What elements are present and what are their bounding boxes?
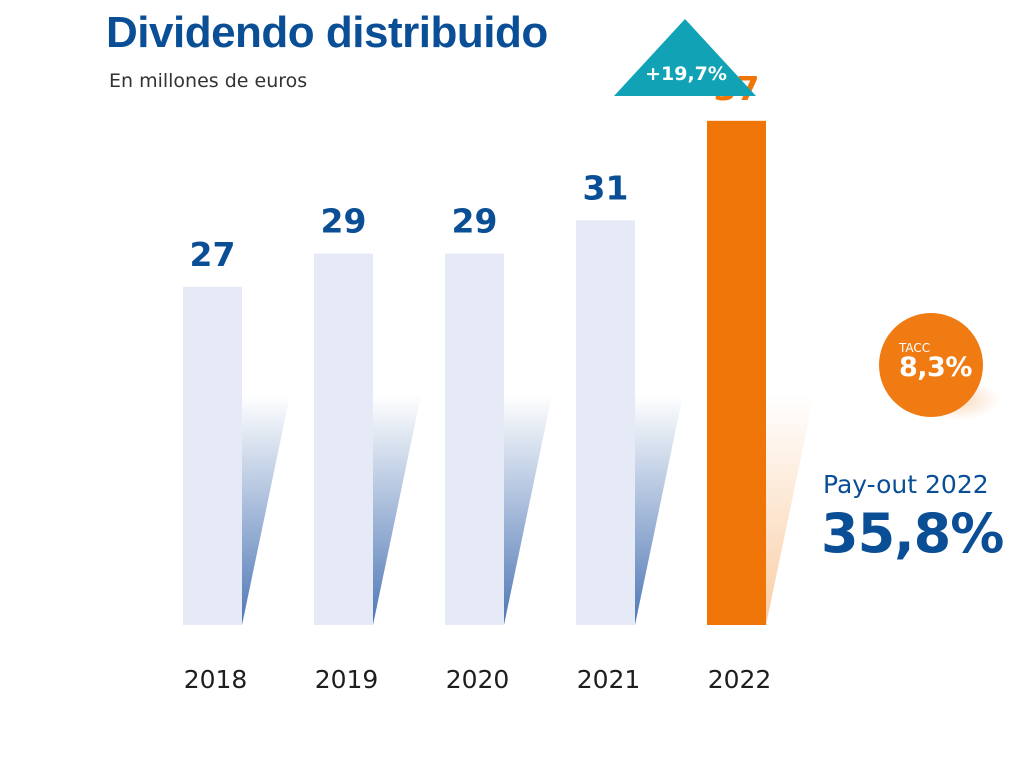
tacc-circle — [879, 313, 983, 417]
bar-2022 — [707, 120, 766, 626]
bar-2020 — [445, 253, 504, 625]
value-label-2021: 31 — [583, 168, 629, 207]
chart-title: Dividendo distribuido — [106, 8, 548, 57]
value-labels: 2729293137 — [190, 69, 760, 274]
value-label-2020: 29 — [452, 202, 498, 241]
bar-shadow-2022 — [766, 395, 814, 625]
bar-2018 — [183, 286, 242, 625]
bar-2021 — [576, 220, 635, 625]
year-label-2021: 2021 — [577, 665, 641, 694]
year-labels: 2018 2019 2020 2021 2022 — [184, 665, 772, 694]
tacc-badge — [879, 313, 1000, 420]
bar-shadow-2018 — [242, 395, 290, 625]
bar-2019 — [314, 253, 373, 625]
tacc-value: 8,3% — [899, 352, 972, 383]
year-label-2019: 2019 — [315, 665, 379, 694]
chart-subtitle: En millones de euros — [109, 70, 308, 92]
growth-badge-label: +19,7% — [645, 63, 727, 85]
bar-shadow-2020 — [504, 395, 552, 625]
payout-value: 35,8% — [821, 502, 1004, 565]
value-label-2019: 29 — [321, 202, 367, 241]
bar-shadow-2019 — [373, 395, 421, 625]
year-label-2020: 2020 — [446, 665, 510, 694]
year-label-2022: 2022 — [708, 665, 772, 694]
payout-label: Pay-out 2022 — [823, 470, 989, 499]
bar-shadow-2021 — [635, 395, 683, 625]
value-label-2018: 27 — [190, 235, 236, 274]
bars — [183, 120, 766, 626]
tacc-label: TACC — [899, 341, 931, 355]
year-label-2018: 2018 — [184, 665, 248, 694]
growth-badge: +19,7% — [614, 19, 756, 96]
growth-triangle — [614, 19, 756, 96]
bar-shadows — [242, 395, 814, 625]
